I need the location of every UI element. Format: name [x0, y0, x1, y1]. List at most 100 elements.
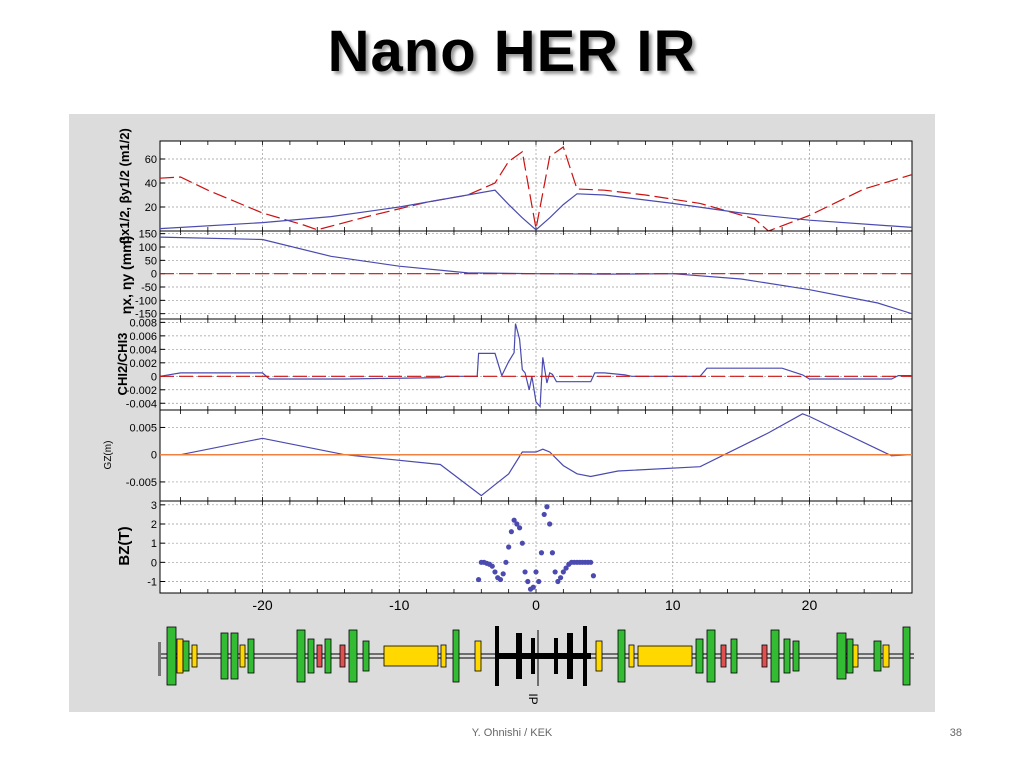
magnet	[474, 640, 482, 672]
ir-magnet	[495, 626, 499, 686]
magnet	[362, 640, 370, 672]
magnet	[852, 644, 859, 668]
magnet	[761, 644, 768, 668]
magnet	[247, 638, 255, 674]
y-tick-label: -0.002	[126, 385, 157, 397]
magnet	[783, 638, 791, 674]
data-point	[560, 569, 566, 575]
data-point	[544, 504, 550, 510]
magnet	[176, 638, 184, 674]
magnet	[706, 629, 716, 683]
magnet	[873, 640, 882, 672]
plot-panel-1: 20 40 60 βx1/2, βy1/2 (m1/2)	[117, 128, 913, 244]
y-tick-label: 0	[151, 557, 157, 569]
y-tick-label: -150	[135, 309, 157, 321]
ip-label: IP	[526, 693, 540, 704]
data-point	[497, 576, 504, 583]
y-tick-label: 0.008	[129, 317, 157, 329]
data-point	[588, 559, 594, 565]
data-point	[489, 563, 495, 569]
magnet	[166, 626, 177, 686]
magnet	[440, 644, 447, 668]
y-tick-label: 60	[145, 154, 157, 166]
data-point	[514, 521, 520, 527]
data-point	[549, 550, 556, 556]
magnet	[695, 638, 704, 674]
magnet	[230, 632, 239, 680]
ir-magnet	[554, 638, 558, 674]
data-point	[511, 517, 517, 523]
data-point	[552, 569, 558, 575]
data-point	[508, 529, 514, 535]
magnet	[720, 644, 727, 668]
magnet	[182, 640, 190, 672]
ir-beam-pipe	[495, 653, 591, 659]
data-point	[558, 575, 564, 581]
lattice-end-marker	[158, 642, 161, 676]
y-axis-label: BZ(T)	[116, 526, 133, 565]
y-tick-label: 150	[139, 229, 157, 241]
magnet	[324, 638, 332, 674]
data-point	[563, 565, 569, 571]
x-tick-label: 0	[532, 597, 540, 613]
y-tick-label: 0	[151, 269, 157, 281]
data-point	[536, 578, 542, 585]
data-point	[503, 559, 509, 565]
x-tick-label: -20	[252, 597, 272, 613]
y-tick-label: 50	[145, 255, 157, 267]
y-tick-label: 0	[151, 450, 157, 462]
magnet	[383, 645, 439, 667]
y-axis-label: βx1/2, βy1/2 (m1/2)	[117, 128, 132, 244]
x-tick-label: 20	[802, 597, 818, 613]
magnet	[239, 644, 246, 668]
y-axis-label: GZ(m)	[103, 441, 114, 470]
data-point	[475, 576, 482, 583]
y-tick-label: 20	[145, 202, 157, 214]
magnet-lattice: IP	[158, 626, 914, 705]
magnet	[792, 640, 800, 672]
magnet	[628, 644, 635, 668]
magnet	[452, 629, 460, 683]
y-tick-label: -0.004	[126, 398, 157, 410]
data-point	[506, 544, 512, 550]
magnet	[348, 629, 358, 683]
magnet	[220, 632, 229, 680]
data-point	[541, 511, 547, 518]
data-point	[492, 569, 498, 575]
magnet	[637, 645, 693, 667]
y-tick-label: 0.006	[129, 331, 157, 343]
slide-title: Nano HER IR	[327, 19, 697, 84]
ir-magnet	[583, 626, 587, 686]
y-tick-label: 40	[145, 178, 157, 190]
ir-magnet	[516, 633, 522, 679]
page-number: 38	[949, 727, 962, 739]
y-tick-label: 2	[151, 519, 157, 531]
ir-magnet	[531, 638, 535, 674]
footer-author: Y. Ohnishi / KEK	[471, 727, 553, 739]
y-axis-label: ηx, ηy (mm)	[118, 236, 134, 315]
y-tick-label: 100	[139, 242, 157, 254]
magnet	[296, 629, 306, 683]
y-tick-label: -100	[135, 295, 157, 307]
magnet	[902, 626, 911, 686]
magnet	[316, 644, 323, 668]
y-tick-label: 0	[151, 371, 157, 383]
y-tick-label: -50	[141, 282, 157, 294]
magnet	[836, 632, 847, 680]
data-point	[547, 521, 553, 527]
data-point	[555, 578, 561, 585]
magnet	[191, 644, 198, 668]
y-tick-label: 1	[151, 538, 157, 550]
data-point	[530, 584, 536, 590]
plot-panel-4: 0.005 0 -0.005 GZ(m)	[103, 409, 913, 502]
data-point	[533, 569, 539, 575]
magnet	[882, 644, 890, 668]
magnet	[339, 644, 346, 668]
data-point	[519, 540, 525, 546]
x-tick-label: -10	[389, 597, 409, 613]
data-point	[500, 571, 506, 577]
